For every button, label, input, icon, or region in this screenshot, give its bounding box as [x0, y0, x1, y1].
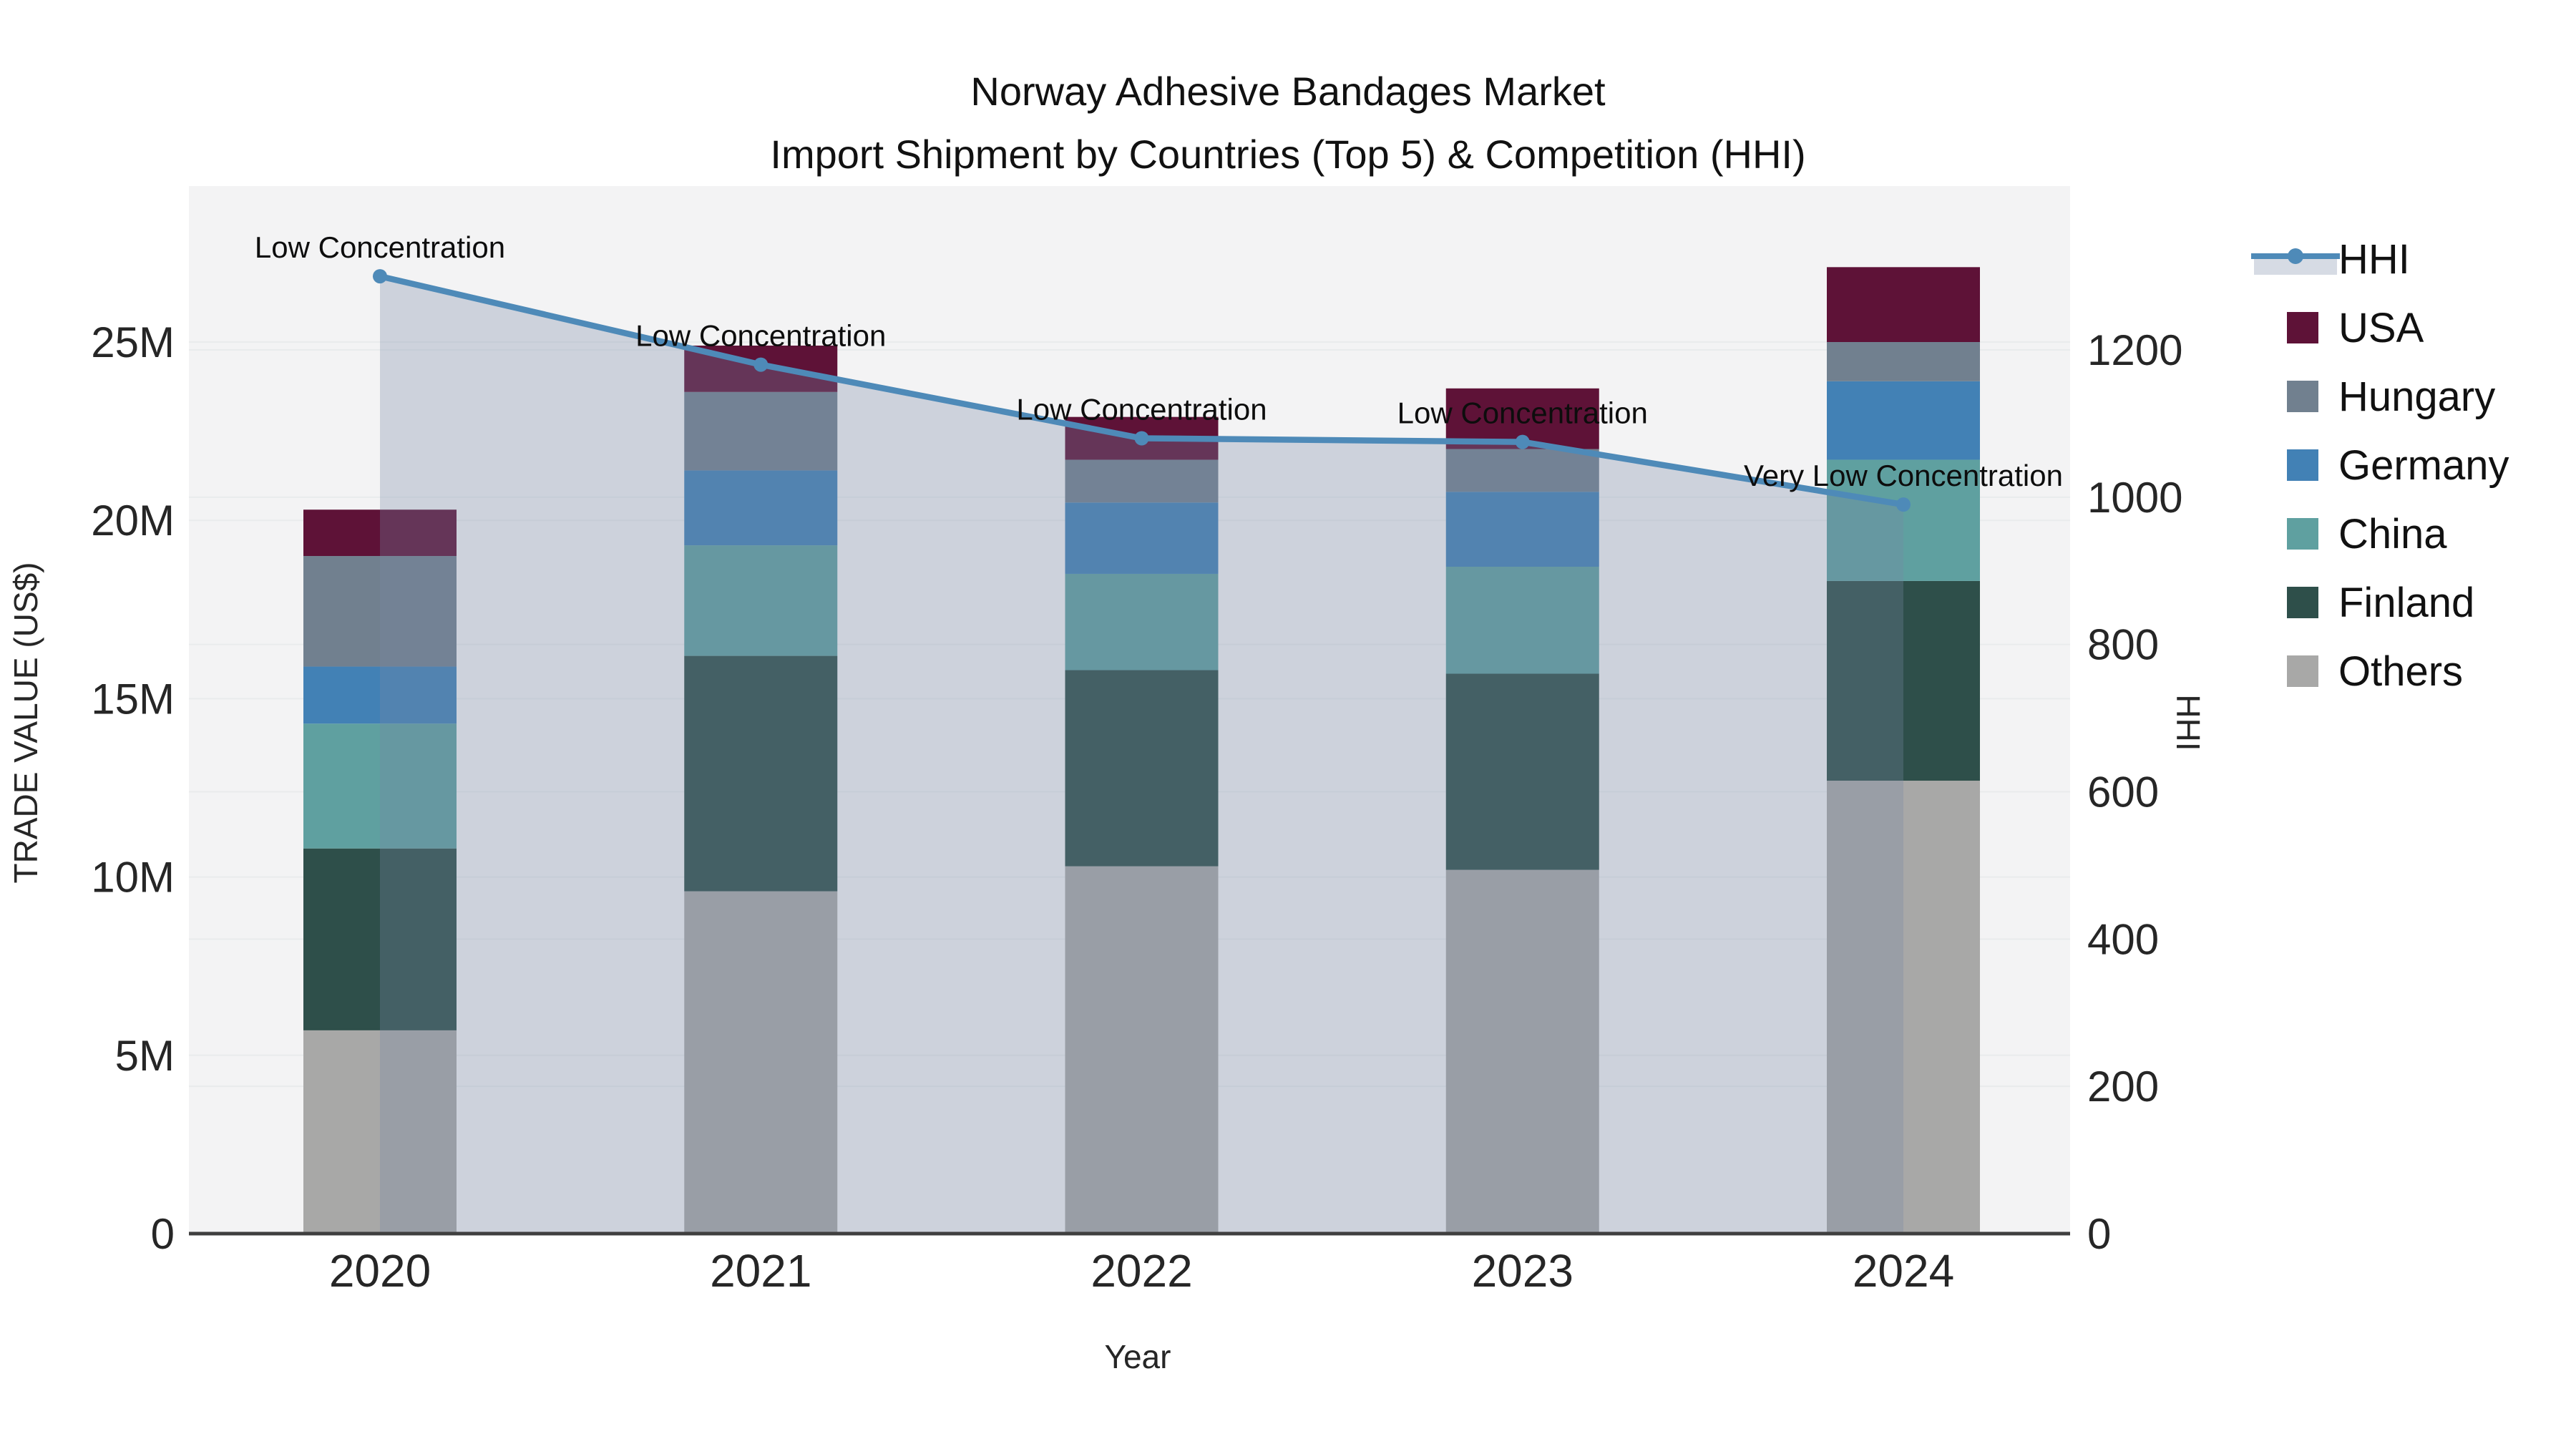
bar-segment-usa-2024	[1827, 267, 1980, 342]
hhi-area-fill	[380, 276, 1903, 1234]
right-tick-800: 800	[2087, 621, 2159, 669]
legend-hhi-marker	[2288, 248, 2303, 264]
chart-title: Norway Adhesive Bandages Market	[970, 69, 1606, 114]
bar-segment-germany-2022	[1065, 502, 1219, 574]
left-tick-25M: 25M	[91, 318, 175, 366]
chart-subtitle: Import Shipment by Countries (Top 5) & C…	[770, 132, 1806, 177]
bar-segment-germany-2021	[684, 470, 838, 546]
hhi-area-polygon	[380, 276, 1903, 1234]
bar-segment-china-2020	[303, 723, 457, 849]
left-axis-title: TRADE VALUE (US$)	[7, 562, 44, 883]
left-tick-10M: 10M	[91, 854, 175, 902]
legend-swatch-germany	[2287, 449, 2318, 481]
bar-segment-china-2024	[1827, 459, 1980, 581]
x-tick-2020: 2020	[329, 1245, 431, 1297]
legend-swatch-finland	[2287, 587, 2318, 618]
right-axis-title: HHI	[2170, 694, 2207, 751]
bar-segment-others-2022	[1065, 866, 1219, 1234]
left-tick-15M: 15M	[91, 675, 175, 723]
bar-segment-china-2021	[684, 545, 838, 656]
bar-segment-finland-2020	[303, 848, 457, 1030]
bar-segment-germany-2024	[1827, 381, 1980, 460]
hhi-marker-2020	[373, 269, 387, 284]
legend-label-china: China	[2338, 511, 2447, 557]
legend-label-others: Others	[2338, 648, 2463, 695]
bar-segment-others-2020	[303, 1030, 457, 1234]
legend-label-finland: Finland	[2338, 580, 2474, 626]
annotations: Low Concentration Low Concentration Low Co…	[255, 230, 2063, 492]
annotation-2022: Low Concentration	[1016, 392, 1267, 426]
bar-segment-others-2023	[1445, 869, 1599, 1234]
legend-swatch-china	[2287, 518, 2318, 550]
x-tick-2022: 2022	[1091, 1245, 1192, 1297]
bar-segment-germany-2020	[303, 666, 457, 724]
axis-tick-labels: 0 5M 10M 15M 20M 25M 0 200 400 600 800 1000 1200 2020…	[91, 318, 2182, 1297]
legend-label-usa: USA	[2338, 305, 2424, 351]
bar-segment-hungary-2024	[1827, 342, 1980, 381]
hhi-marker-2022	[1134, 431, 1149, 446]
bar-segment-finland-2024	[1827, 580, 1980, 781]
annotation-2024: Very Low Concentration	[1744, 459, 2063, 492]
annotation-2023: Low Concentration	[1397, 396, 1648, 430]
hhi-marker-2024	[1896, 497, 1911, 512]
bar-segment-china-2023	[1445, 566, 1599, 674]
bar-segment-germany-2023	[1445, 492, 1599, 567]
legend: HHI USA Hungary Germany China Finland Others	[2251, 236, 2509, 695]
bar-segment-finland-2022	[1065, 670, 1219, 867]
left-tick-20M: 20M	[91, 497, 175, 545]
annotation-2021: Low Concentration	[635, 319, 886, 353]
right-tick-200: 200	[2087, 1063, 2159, 1111]
legend-label-germany: Germany	[2338, 442, 2509, 489]
bar-segment-hungary-2021	[684, 391, 838, 471]
chart-title-block: Norway Adhesive Bandages Market Import S…	[0, 0, 2576, 177]
legend-label-hhi: HHI	[2338, 236, 2410, 283]
right-tick-600: 600	[2087, 768, 2159, 816]
right-tick-400: 400	[2087, 915, 2159, 963]
annotation-2020: Low Concentration	[255, 230, 505, 264]
x-axis-title: Year	[1105, 1338, 1171, 1375]
hhi-line	[373, 269, 1911, 512]
bar-segment-others-2024	[1827, 781, 1980, 1234]
bar-segment-others-2021	[684, 891, 838, 1234]
hhi-marker-2023	[1515, 434, 1530, 449]
bar-segment-hungary-2022	[1065, 459, 1219, 503]
right-tick-1200: 1200	[2087, 326, 2182, 374]
legend-label-hungary: Hungary	[2338, 374, 2495, 420]
bar-segment-usa-2020	[303, 509, 457, 557]
legend-swatch-hungary	[2287, 381, 2318, 412]
bar-segment-china-2022	[1065, 573, 1219, 670]
hhi-marker-2021	[753, 357, 769, 372]
bar-segment-hungary-2023	[1445, 449, 1599, 492]
right-tick-0: 0	[2087, 1210, 2111, 1258]
legend-swatch-others	[2287, 655, 2318, 687]
bar-segment-finland-2021	[684, 655, 838, 892]
legend-swatch-usa	[2287, 312, 2318, 343]
left-tick-5M: 5M	[115, 1032, 175, 1080]
x-tick-2021: 2021	[710, 1245, 811, 1297]
bar-segment-hungary-2020	[303, 556, 457, 667]
right-tick-1000: 1000	[2087, 474, 2182, 522]
left-tick-0: 0	[151, 1210, 175, 1258]
bars	[303, 267, 1980, 1234]
x-tick-2023: 2023	[1472, 1245, 1574, 1297]
x-tick-2024: 2024	[1853, 1245, 1954, 1297]
bar-segment-finland-2023	[1445, 673, 1599, 870]
